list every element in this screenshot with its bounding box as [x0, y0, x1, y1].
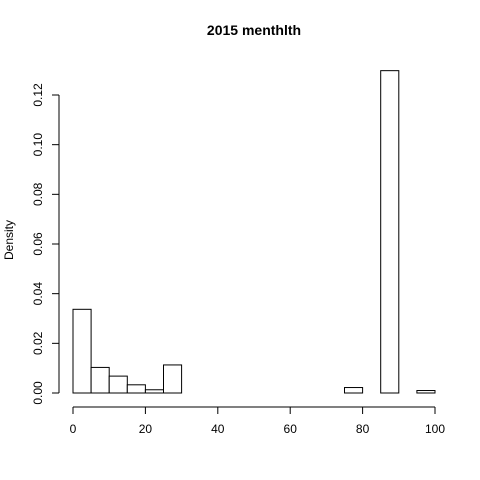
- histogram-bar: [108, 375, 128, 394]
- x-axis: 0 20 40 60 80 100: [70, 406, 445, 436]
- y-tick-label: 0.00: [31, 381, 45, 405]
- histogram-bar: [126, 384, 146, 394]
- x-tick-label: 80: [356, 422, 370, 436]
- histogram-bar: [163, 364, 183, 394]
- y-tick-label: 0.08: [31, 182, 45, 206]
- y-tick-label: 0.04: [31, 282, 45, 306]
- y-tick-label: 0.02: [31, 331, 45, 355]
- x-tick-label: 100: [425, 422, 445, 436]
- histogram-bar: [90, 366, 110, 394]
- histogram-bar: [72, 308, 92, 394]
- histogram-bar: [416, 390, 436, 394]
- y-axis: 0.00 0.02 0.04 0.06 0.08 0.10 0.12: [31, 83, 60, 405]
- y-tick-label: 0.12: [31, 83, 45, 107]
- x-tick-label: 40: [211, 422, 225, 436]
- x-tick-label: 0: [70, 422, 77, 436]
- histogram-bar: [144, 389, 164, 394]
- x-tick-label: 60: [284, 422, 298, 436]
- x-tick-label: 20: [139, 422, 153, 436]
- y-axis-label: Density: [2, 220, 16, 260]
- chart-title: 2015 menthlth: [207, 22, 301, 38]
- histogram-bar: [344, 387, 364, 394]
- y-tick-label: 0.10: [31, 133, 45, 157]
- histogram-bar: [380, 70, 400, 394]
- y-tick-label: 0.06: [31, 232, 45, 256]
- bars-group: [72, 70, 436, 394]
